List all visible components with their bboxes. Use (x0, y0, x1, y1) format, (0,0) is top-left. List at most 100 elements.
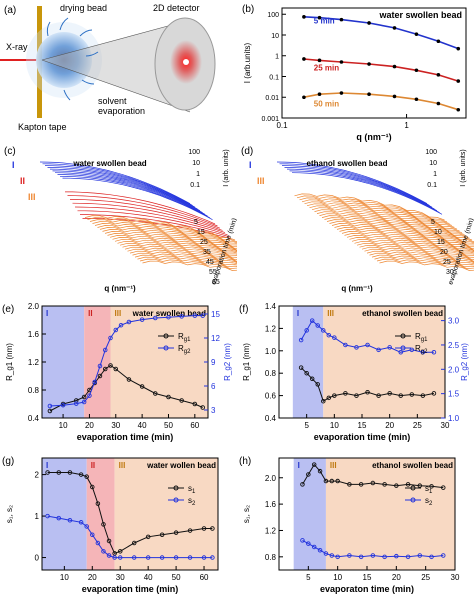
spectrum-trace (359, 244, 474, 261)
legend-marker (400, 345, 406, 351)
bead-halo (26, 22, 102, 98)
region-label: I (12, 160, 15, 170)
legend-marker (163, 345, 169, 351)
legend-label: Rg2 (415, 344, 428, 355)
legend-label: s1 (425, 484, 433, 495)
data-point (200, 313, 205, 318)
y2-tick-label: 2.5 (448, 341, 460, 350)
data-point (192, 401, 198, 407)
y2-tick-label: 9 (211, 358, 216, 367)
beam-spot (183, 59, 189, 65)
spectrum-trace (346, 235, 474, 253)
spectrum-trace (127, 248, 237, 263)
data-point (382, 554, 387, 560)
y-tick-label: 0.1 (269, 74, 279, 81)
data-point (108, 363, 113, 368)
y-tick-label: 1.2 (265, 526, 277, 535)
spectrum-trace (376, 258, 474, 269)
data-point (370, 480, 376, 486)
y2-tick-label: 3.0 (448, 317, 460, 326)
drying-bead-label: drying bead (60, 3, 107, 13)
data-point (74, 401, 79, 406)
spectrum-trace (119, 242, 237, 259)
data-point (358, 554, 364, 560)
spectrum-trace (59, 175, 211, 219)
x-tick-label: 50 (172, 573, 181, 582)
data-point (317, 547, 323, 553)
data-point (335, 478, 340, 484)
spectrum-trace (309, 205, 460, 232)
legend-subscript: g1 (184, 337, 191, 343)
data-point (409, 392, 415, 397)
region-label: III (257, 176, 265, 186)
y-tick-label: 0.8 (28, 386, 40, 395)
data-point (329, 478, 335, 484)
spectrum-trace (326, 219, 474, 244)
spectrum-trace (356, 242, 474, 259)
spectrum-trace (354, 240, 474, 257)
data-point (126, 377, 132, 382)
data-point (414, 32, 419, 36)
panel-letter: (g) (2, 456, 14, 467)
x-tick-label: 1 (404, 121, 409, 130)
y-tick-label: 100 (267, 12, 279, 19)
spectrum-trace (374, 256, 474, 268)
y-axis-label: s₁, s₂ (242, 505, 251, 523)
data-point (370, 553, 376, 558)
spectrum-trace (54, 172, 206, 215)
data-point (166, 394, 171, 400)
data-point (67, 470, 73, 475)
data-point (367, 62, 371, 66)
x-tick-label: 15 (363, 573, 372, 582)
spectrum-trace (291, 172, 443, 215)
data-point (339, 60, 344, 64)
legend-label: s2 (188, 496, 196, 507)
data-point (97, 363, 103, 369)
y-tick-label: 2.0 (28, 302, 40, 311)
data-point (56, 515, 62, 521)
data-point (95, 501, 101, 506)
spectrum-trace (57, 174, 208, 217)
solvent-label-1: solvent (98, 96, 127, 106)
t-tick-label: 25 (200, 239, 208, 246)
legend-label: Rg1 (178, 332, 191, 343)
panel-letter: (e) (2, 304, 14, 315)
spectrum-trace (114, 238, 237, 255)
legend-marker (163, 333, 169, 339)
data-point (347, 553, 352, 558)
region-label: II (88, 309, 92, 318)
data-point (367, 92, 371, 97)
y-tick-label: 2 (35, 471, 40, 480)
y-tick-label: 0.01 (265, 95, 279, 102)
data-point (382, 482, 387, 487)
data-point (392, 26, 397, 30)
data-point (95, 540, 101, 546)
data-point (343, 391, 348, 396)
x-tick-label: 25 (421, 573, 430, 582)
spectrum-trace (364, 248, 474, 263)
data-point (392, 94, 397, 99)
drying-bead (36, 32, 92, 88)
spectrum-trace (311, 207, 463, 234)
spectrum-trace (72, 202, 223, 231)
data-point (309, 318, 315, 323)
x-axis-label: q (nm⁻¹) (341, 284, 373, 293)
data-point (315, 382, 320, 387)
y-tick-label: 1 (275, 54, 279, 61)
data-point (298, 337, 304, 343)
data-point (405, 482, 411, 487)
x-tick-label: 40 (144, 573, 153, 582)
data-point (339, 17, 344, 22)
y-tick-label: 0.8 (265, 369, 277, 378)
data-point (302, 95, 306, 100)
x-tick-label: 30 (116, 573, 125, 582)
panel-a-letter: (a) (4, 5, 16, 16)
spectrum-trace (44, 165, 196, 208)
data-point (367, 21, 371, 25)
x-tick-label: 50 (164, 421, 173, 430)
data-point (302, 57, 306, 61)
z-tick-label: 1 (433, 171, 437, 178)
